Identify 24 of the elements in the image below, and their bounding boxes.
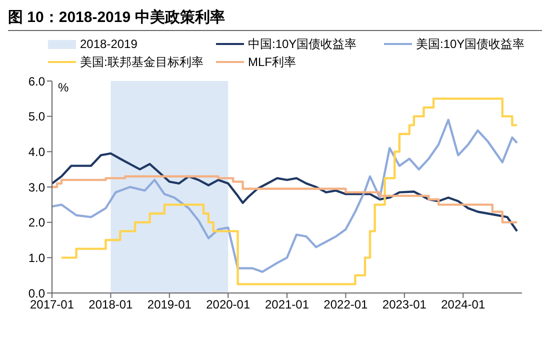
line-series: [52, 118, 518, 273]
legend-label: 中国:10Y国债收益率: [248, 36, 357, 52]
y-tick-label: 1.0: [28, 250, 46, 265]
legend-label: 美国:联邦基金目标利率: [80, 54, 204, 70]
y-tick-label: 4.0: [28, 144, 46, 159]
x-tick-label: 2021-01: [264, 298, 310, 312]
legend-label: 美国:10Y国债收益率: [416, 36, 525, 52]
y-tick-label: 0.0: [28, 286, 46, 300]
x-tick-label: 2024-01: [441, 298, 486, 312]
line-series: [52, 152, 518, 232]
x-tick-label: 2017-01: [30, 298, 74, 312]
legend-label: 2018-2019: [80, 37, 138, 51]
y-tick-label: 3.0: [28, 180, 46, 194]
x-tick-label: 2023-01: [382, 298, 427, 312]
x-tick-label: 2019-01: [147, 298, 192, 312]
legend-label: MLF利率: [248, 54, 296, 70]
chart-title: 图 10：2018-2019 中美政策利率: [8, 8, 542, 31]
x-tick-label: 2020-01: [206, 298, 250, 312]
x-tick-label: 2022-01: [324, 298, 368, 312]
y-tick-label: 2.0: [28, 216, 46, 230]
y-axis-title: %: [58, 80, 69, 95]
y-tick-label: 6.0: [28, 74, 46, 88]
x-tick-label: 2018-01: [88, 298, 134, 312]
y-tick-label: 5.0: [28, 110, 46, 124]
